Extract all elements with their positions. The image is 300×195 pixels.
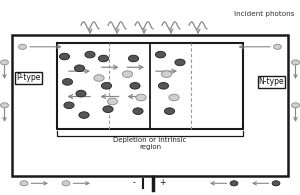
Text: N-type: N-type [259, 77, 284, 86]
Text: Incident photons: Incident photons [234, 11, 294, 17]
Circle shape [94, 75, 104, 81]
Circle shape [64, 102, 74, 109]
Bar [57, 43, 243, 129]
Circle shape [62, 181, 70, 186]
Circle shape [136, 94, 146, 101]
Circle shape [79, 112, 89, 118]
Circle shape [292, 103, 299, 108]
Circle shape [1, 60, 8, 65]
Circle shape [101, 82, 112, 89]
Circle shape [103, 106, 113, 113]
Circle shape [19, 44, 26, 49]
Circle shape [74, 65, 85, 72]
Text: -: - [133, 178, 136, 187]
Circle shape [130, 82, 140, 89]
Circle shape [128, 55, 139, 62]
Text: P-type: P-type [16, 74, 41, 82]
Text: Depletion or intrinsic
region: Depletion or intrinsic region [113, 137, 187, 150]
Circle shape [169, 94, 179, 101]
Circle shape [85, 51, 95, 58]
Circle shape [175, 59, 185, 66]
Circle shape [272, 181, 280, 186]
Circle shape [20, 181, 28, 186]
Circle shape [164, 108, 175, 114]
Circle shape [292, 60, 299, 65]
Circle shape [98, 55, 109, 62]
Circle shape [155, 51, 166, 58]
Circle shape [133, 108, 143, 114]
Circle shape [122, 71, 133, 77]
Text: +: + [159, 178, 165, 187]
Bar [12, 35, 288, 176]
Circle shape [107, 98, 118, 105]
Circle shape [274, 44, 281, 49]
Circle shape [158, 82, 169, 89]
Circle shape [59, 53, 70, 60]
Circle shape [76, 90, 86, 97]
Circle shape [161, 71, 172, 77]
Circle shape [230, 181, 238, 186]
Circle shape [62, 79, 73, 85]
Circle shape [1, 103, 8, 108]
